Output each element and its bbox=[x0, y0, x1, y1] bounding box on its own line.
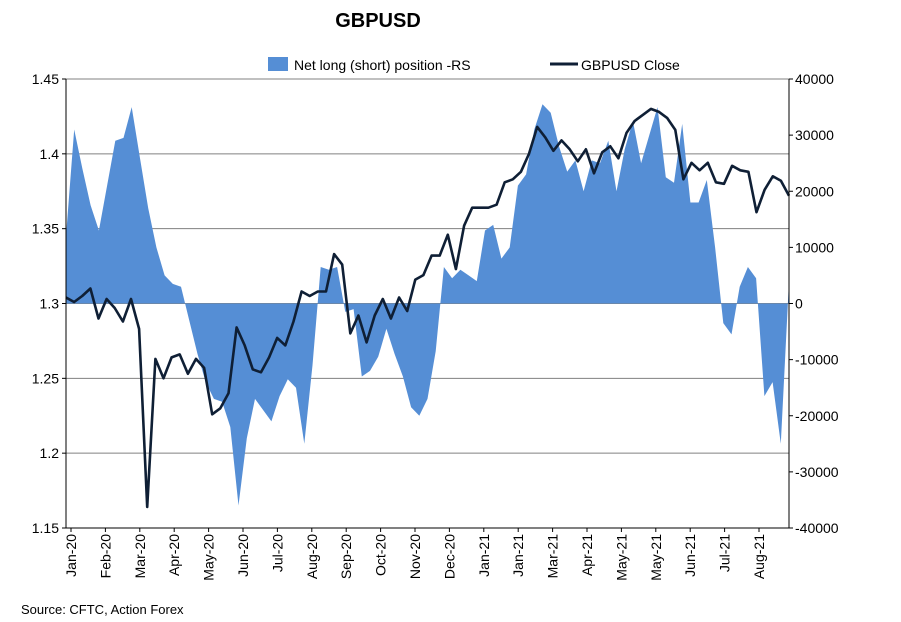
x-tick-label: Mar-21 bbox=[545, 534, 561, 579]
x-tick-label: Jan-20 bbox=[63, 534, 79, 577]
legend-swatch-net-position bbox=[268, 57, 288, 71]
gbpusd-close-line bbox=[65, 107, 791, 509]
legend: Net long (short) position -RS GBPUSD Clo… bbox=[268, 57, 680, 73]
x-tick-label: Jul-21 bbox=[717, 534, 733, 572]
right-tick-label: 40000 bbox=[795, 71, 834, 87]
x-tick-label: Apr-21 bbox=[579, 534, 595, 576]
x-tick-label: May-21 bbox=[648, 534, 664, 581]
x-tick-label: Jan-21 bbox=[510, 534, 526, 577]
x-tick-label: Nov-20 bbox=[407, 534, 423, 579]
gbpusd-close-path bbox=[65, 107, 791, 509]
x-tick-label: Apr-20 bbox=[166, 534, 182, 576]
right-tick-label: 20000 bbox=[795, 183, 834, 199]
legend-label-close: GBPUSD Close bbox=[581, 57, 680, 73]
left-tick-label: 1.35 bbox=[32, 221, 59, 237]
chart-title: GBPUSD bbox=[335, 10, 421, 32]
x-tick-label: May-21 bbox=[613, 534, 629, 581]
left-tick-label: 1.4 bbox=[40, 146, 60, 162]
x-tick-label: Mar-20 bbox=[132, 534, 148, 579]
x-axis-ticks: Jan-20 Feb-20 Mar-20 Apr-20 May-20 Jun-20 Jul-… bbox=[63, 528, 767, 581]
right-tick-label: -40000 bbox=[795, 520, 839, 536]
x-tick-label: Dec-20 bbox=[441, 534, 457, 579]
x-tick-label: May-20 bbox=[201, 534, 217, 581]
left-tick-label: 1.2 bbox=[40, 445, 60, 461]
x-tick-label: Jun-21 bbox=[682, 534, 698, 577]
legend-label-net-position: Net long (short) position -RS bbox=[294, 57, 471, 73]
right-axis-ticks: 40000 30000 20000 10000 0 -10000 -20000 -30000 -… bbox=[789, 71, 839, 536]
x-tick-label: Sep-20 bbox=[338, 534, 354, 579]
right-tick-label: -20000 bbox=[795, 408, 839, 424]
right-tick-label: 30000 bbox=[795, 127, 834, 143]
left-tick-label: 1.45 bbox=[32, 71, 59, 87]
right-tick-label: -30000 bbox=[795, 464, 839, 480]
right-tick-label: -10000 bbox=[795, 352, 839, 368]
source-note: Source: CFTC, Action Forex bbox=[21, 602, 184, 617]
x-tick-label: Oct-20 bbox=[373, 534, 389, 576]
x-tick-label: Aug-21 bbox=[751, 534, 767, 579]
x-tick-label: Feb-20 bbox=[97, 534, 113, 579]
left-tick-label: 1.3 bbox=[40, 296, 60, 312]
left-tick-label: 1.25 bbox=[32, 370, 59, 386]
net-position-area bbox=[66, 104, 789, 506]
right-tick-label: 0 bbox=[795, 296, 803, 312]
left-axis-ticks: 1.45 1.4 1.35 1.3 1.25 1.2 1.15 bbox=[32, 71, 66, 536]
x-tick-label: Jul-20 bbox=[269, 534, 285, 572]
net-position-area-path bbox=[66, 104, 789, 506]
left-tick-label: 1.15 bbox=[32, 520, 59, 536]
x-tick-label: Jan-21 bbox=[476, 534, 492, 577]
x-tick-label: Jun-20 bbox=[235, 534, 251, 577]
right-tick-label: 10000 bbox=[795, 239, 834, 255]
x-tick-label: Aug-20 bbox=[304, 534, 320, 579]
